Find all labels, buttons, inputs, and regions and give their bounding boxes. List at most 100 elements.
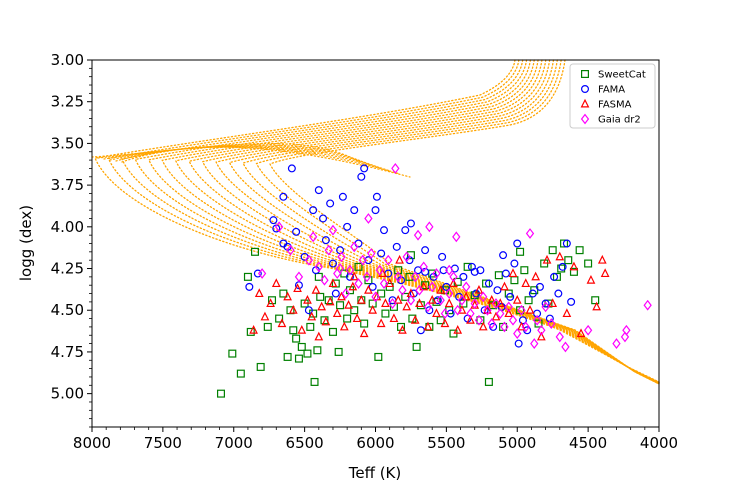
data-point xyxy=(462,281,471,293)
data-point xyxy=(432,308,441,318)
data-point xyxy=(415,298,424,308)
data-point xyxy=(491,311,501,321)
data-point xyxy=(531,271,541,281)
data-point xyxy=(228,349,237,358)
legend-label: FASMA xyxy=(598,100,632,111)
data-point xyxy=(314,272,323,281)
data-point xyxy=(411,271,420,283)
data-point xyxy=(414,266,423,275)
data-point xyxy=(321,316,331,326)
data-point xyxy=(337,251,346,263)
data-point xyxy=(427,294,437,304)
data-point xyxy=(591,296,600,305)
isochrone-track xyxy=(121,146,411,178)
data-point xyxy=(463,262,472,271)
data-point xyxy=(251,247,260,256)
data-point xyxy=(334,347,343,356)
data-point xyxy=(360,319,369,328)
data-point xyxy=(584,259,593,268)
data-point xyxy=(569,267,578,276)
data-point xyxy=(444,298,454,308)
data-point xyxy=(508,314,518,326)
data-point xyxy=(292,227,301,236)
data-point xyxy=(297,342,306,351)
data-point xyxy=(381,309,390,318)
data-point xyxy=(371,206,380,215)
data-point xyxy=(487,294,497,304)
data-point xyxy=(423,301,433,313)
data-point xyxy=(376,318,386,328)
data-point xyxy=(548,298,558,308)
data-point xyxy=(491,298,501,309)
data-point xyxy=(423,321,433,331)
data-point xyxy=(344,299,353,309)
data-point xyxy=(314,186,323,195)
data-point xyxy=(524,296,533,305)
data-point xyxy=(421,281,430,290)
data-point xyxy=(583,324,593,336)
data-point xyxy=(401,226,410,235)
data-point xyxy=(528,289,537,298)
isochrone-track xyxy=(97,144,371,166)
data-point xyxy=(449,271,458,283)
y-tick-label: 5.00 xyxy=(51,385,84,403)
data-point xyxy=(306,322,315,331)
y-axis-label: logg (dex) xyxy=(17,205,35,281)
data-point xyxy=(364,213,373,224)
data-point xyxy=(279,239,288,248)
data-point xyxy=(294,271,304,283)
data-point xyxy=(275,314,284,323)
data-point xyxy=(479,291,488,303)
data-point xyxy=(392,242,401,251)
data-point xyxy=(552,272,561,281)
x-tick-label: 6500 xyxy=(286,434,324,452)
data-point xyxy=(520,266,529,275)
data-point xyxy=(446,309,455,318)
data-point xyxy=(339,321,349,331)
x-tick-label: 7000 xyxy=(215,434,253,452)
data-point xyxy=(283,352,292,361)
data-point xyxy=(436,294,445,306)
data-point xyxy=(253,269,262,278)
data-point xyxy=(341,288,350,299)
data-point xyxy=(394,271,403,283)
x-axis-ticks: 8000 7500 7000 6500 6000 5500 5000 4500 4000 xyxy=(73,427,678,452)
isochrone-track xyxy=(228,59,660,385)
y-tick-label: 4.75 xyxy=(51,343,84,361)
legend-label: FAMA xyxy=(598,85,625,96)
data-point xyxy=(350,306,359,315)
data-point xyxy=(314,261,323,273)
series-sweetcat xyxy=(216,239,600,398)
data-point xyxy=(510,259,519,268)
y-tick-label: 3.25 xyxy=(51,93,84,111)
data-point xyxy=(368,304,378,314)
data-point xyxy=(393,294,403,304)
data-point xyxy=(245,282,254,291)
data-point xyxy=(321,236,330,245)
data-point xyxy=(359,328,369,338)
data-point xyxy=(449,278,458,288)
data-point xyxy=(536,331,546,341)
data-point xyxy=(348,281,358,291)
data-point xyxy=(402,301,412,311)
data-point xyxy=(600,268,610,278)
data-point xyxy=(487,318,496,329)
data-point xyxy=(558,262,567,271)
data-point xyxy=(402,251,411,263)
data-point xyxy=(260,311,270,321)
data-point xyxy=(466,308,475,319)
data-point xyxy=(377,249,386,258)
data-point xyxy=(307,311,317,321)
data-point xyxy=(482,279,491,288)
data-point xyxy=(547,318,556,329)
y-tick-label: 3.75 xyxy=(51,176,84,194)
data-point xyxy=(328,224,338,236)
data-point xyxy=(263,322,272,331)
data-point xyxy=(643,299,652,311)
data-point xyxy=(406,294,416,306)
data-point xyxy=(287,164,296,173)
data-point xyxy=(612,338,621,349)
data-point xyxy=(432,268,441,279)
data-point xyxy=(313,346,322,355)
